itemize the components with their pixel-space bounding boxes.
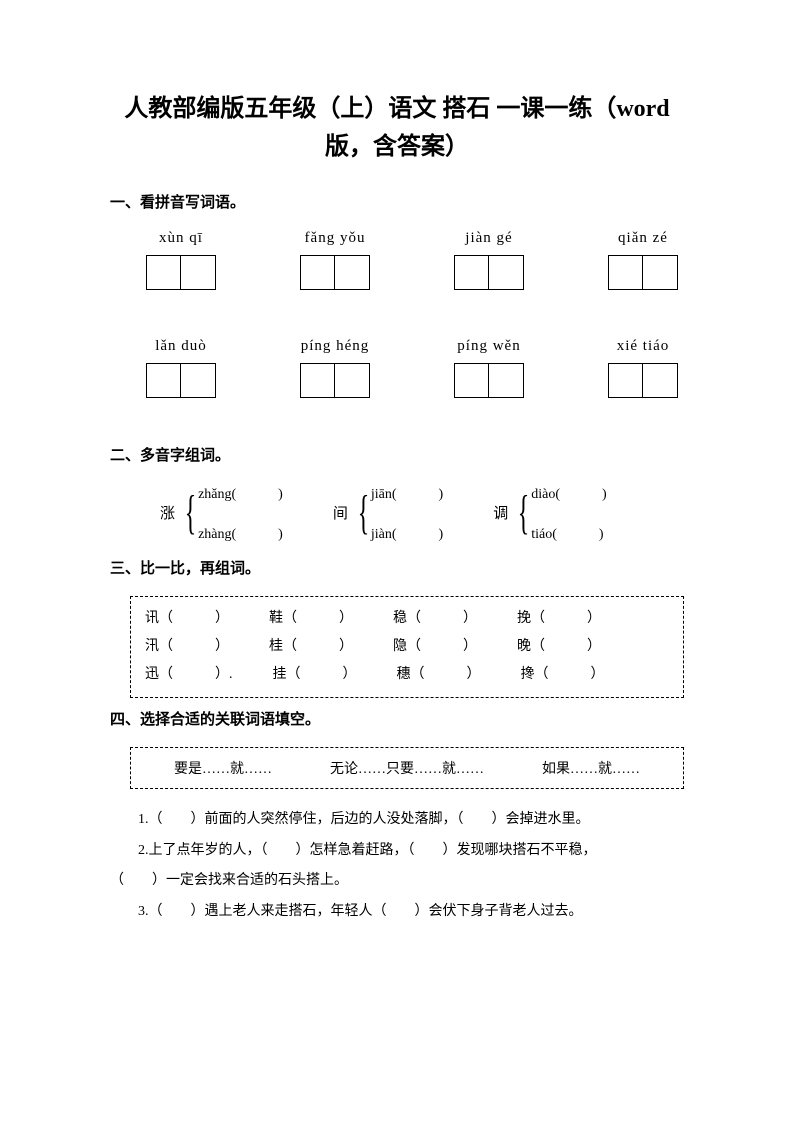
pinyin-row-1: xùn qī fǎng yǒu jiàn gé qiǎn zé (110, 230, 684, 290)
conjunction-options-box: 要是……就…… 无论……只要……就…… 如果……就…… (130, 747, 684, 789)
compare-cell[interactable]: 穗（ ） (397, 661, 481, 689)
reading-top[interactable]: diào( ) (531, 483, 606, 503)
reading-top[interactable]: jiān( ) (371, 483, 443, 503)
compare-cell[interactable]: 汛（ ） (145, 633, 229, 661)
polyphone-item: 间 { jiān( ) jiàn( ) (333, 483, 443, 543)
section-1-heading: 一、看拼音写词语。 (110, 191, 684, 212)
pinyin-item: lǎn duò (140, 338, 222, 398)
pinyin-text: píng héng (301, 338, 370, 355)
answer-box-pair[interactable] (454, 255, 524, 290)
pinyin-item: píng wěn (448, 338, 530, 398)
pinyin-text: xùn qī (159, 230, 203, 247)
reading-bottom[interactable]: tiáo( ) (531, 523, 606, 543)
polyphone-char: 调 (493, 502, 508, 523)
reading-bottom[interactable]: zhàng( ) (198, 523, 283, 543)
compare-cell[interactable]: 鞋（ ） (269, 605, 353, 633)
compare-cell[interactable]: 隐（ ） (393, 633, 477, 661)
answer-box-pair[interactable] (454, 363, 524, 398)
pinyin-row-2: lǎn duò píng héng píng wěn xié tiáo (110, 338, 684, 398)
polyphone-char: 涨 (160, 502, 175, 523)
pinyin-item: jiàn gé (448, 230, 530, 290)
compare-cell[interactable]: 迅（ ）. (145, 661, 233, 689)
section-2-heading: 二、多音字组词。 (110, 444, 684, 465)
compare-row: 迅（ ）. 挂（ ） 穗（ ） 搀（ ） (145, 661, 669, 689)
conj-option: 如果……就…… (542, 758, 640, 778)
compare-cell[interactable]: 搀（ ） (521, 661, 605, 689)
compare-cell[interactable]: 挽（ ） (517, 605, 601, 633)
pinyin-text: píng wěn (457, 338, 520, 355)
polyphone-char: 间 (333, 502, 348, 523)
pinyin-item: xùn qī (140, 230, 222, 290)
brace-icon: { (358, 489, 370, 537)
answer-box-pair[interactable] (608, 363, 678, 398)
reading-bottom[interactable]: jiàn( ) (371, 523, 443, 543)
document-title: 人教部编版五年级（上）语文 搭石 一课一练（word 版，含答案） (110, 90, 684, 167)
brace-icon: { (518, 489, 530, 537)
pinyin-text: jiàn gé (465, 230, 512, 247)
question-2b[interactable]: （ ）一定会找来合适的石头搭上。 (110, 866, 684, 897)
conj-option: 要是……就…… (174, 758, 272, 778)
polyphone-item: 调 { diào( ) tiáo( ) (493, 483, 607, 543)
pinyin-item: xié tiáo (602, 338, 684, 398)
question-1[interactable]: 1.（ ）前面的人突然停住，后边的人没处落脚，（ ）会掉进水里。 (110, 805, 684, 836)
pinyin-text: xié tiáo (617, 338, 670, 355)
compare-cell[interactable]: 稳（ ） (393, 605, 477, 633)
answer-box-pair[interactable] (146, 363, 216, 398)
compare-box: 讯（ ） 鞋（ ） 稳（ ） 挽（ ） 汛（ ） 桂（ ） 隐（ ） 晚（ ） … (130, 596, 684, 698)
title-line-1: 人教部编版五年级（上）语文 搭石 一课一练（word (110, 90, 684, 128)
polyphone-item: 涨 { zhǎng( ) zhàng( ) (160, 483, 283, 543)
section-3-heading: 三、比一比，再组词。 (110, 557, 684, 578)
compare-row: 汛（ ） 桂（ ） 隐（ ） 晚（ ） (145, 633, 669, 661)
question-3[interactable]: 3.（ ）遇上老人来走搭石，年轻人（ ）会伏下身子背老人过去。 (110, 897, 684, 928)
answer-box-pair[interactable] (146, 255, 216, 290)
compare-cell[interactable]: 桂（ ） (269, 633, 353, 661)
pinyin-item: fǎng yǒu (294, 230, 376, 290)
answer-box-pair[interactable] (300, 255, 370, 290)
pinyin-text: lǎn duò (155, 338, 207, 355)
compare-cell[interactable]: 挂（ ） (273, 661, 357, 689)
answer-box-pair[interactable] (300, 363, 370, 398)
brace-icon: { (185, 489, 197, 537)
pinyin-text: fǎng yǒu (305, 230, 366, 247)
question-2a[interactable]: 2.上了点年岁的人，（ ）怎样急着赶路，（ ）发现哪块搭石不平稳， (110, 836, 684, 867)
pinyin-text: qiǎn zé (618, 230, 668, 247)
polyphone-row: 涨 { zhǎng( ) zhàng( ) 间 { jiān( ) jiàn( … (110, 483, 684, 543)
conj-option: 无论……只要……就…… (330, 758, 484, 778)
compare-cell[interactable]: 晚（ ） (517, 633, 601, 661)
compare-row: 讯（ ） 鞋（ ） 稳（ ） 挽（ ） (145, 605, 669, 633)
section-4-heading: 四、选择合适的关联词语填空。 (110, 708, 684, 729)
pinyin-item: píng héng (294, 338, 376, 398)
pinyin-item: qiǎn zé (602, 230, 684, 290)
title-line-2: 版，含答案） (110, 128, 684, 166)
reading-top[interactable]: zhǎng( ) (198, 483, 283, 503)
answer-box-pair[interactable] (608, 255, 678, 290)
compare-cell[interactable]: 讯（ ） (145, 605, 229, 633)
